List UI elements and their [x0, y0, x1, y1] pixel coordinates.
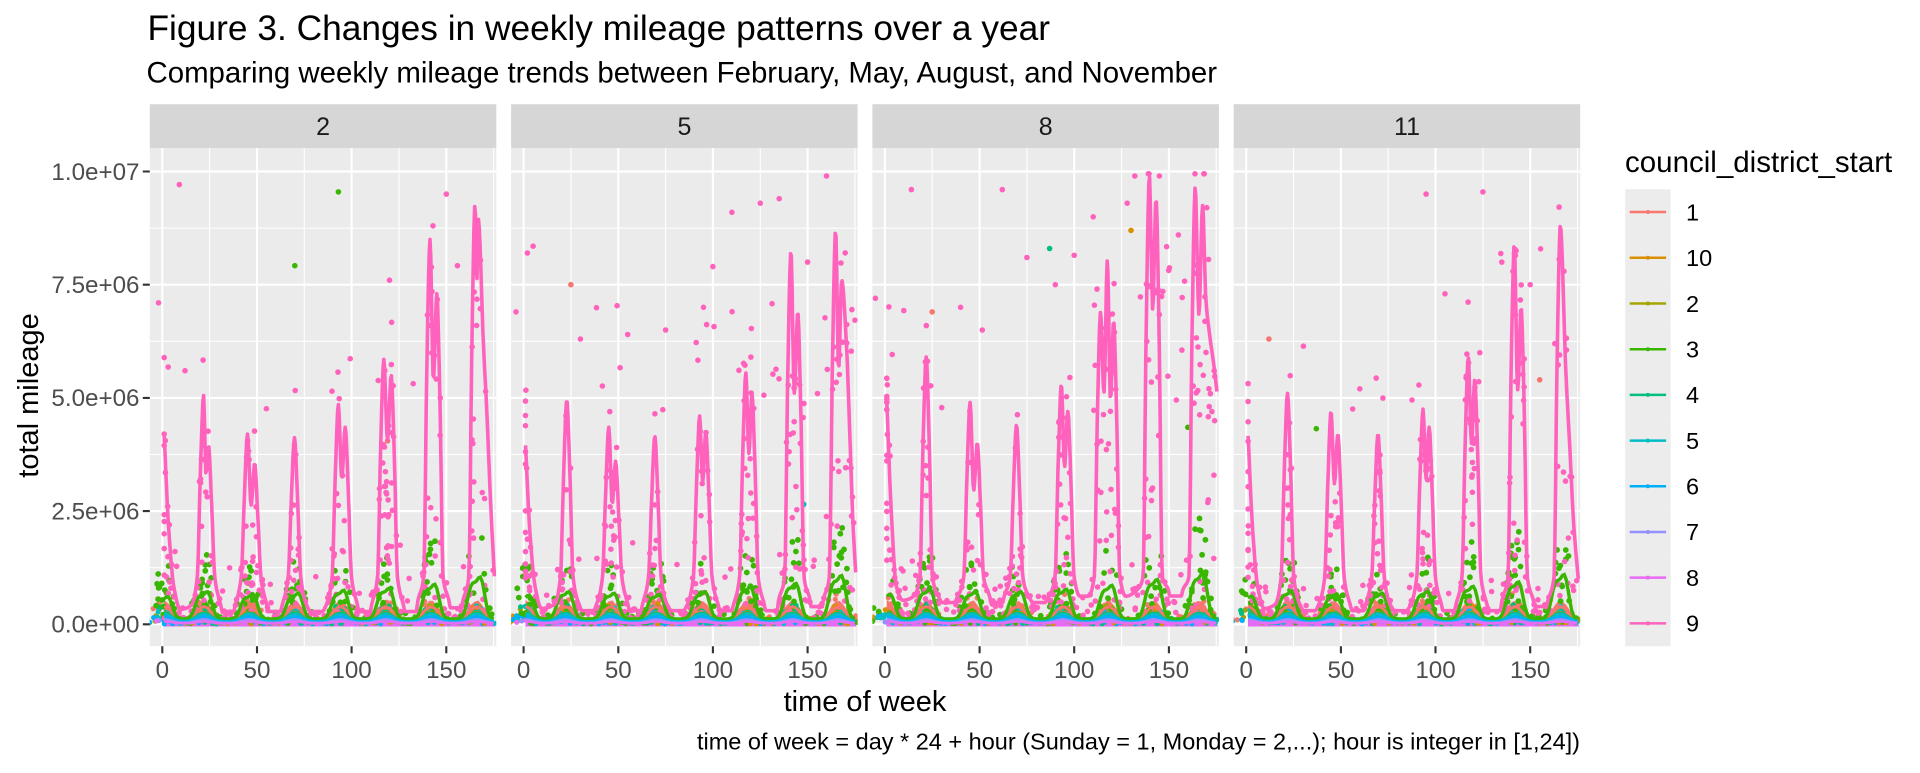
- svg-text:5.0e+06: 5.0e+06: [51, 385, 139, 412]
- svg-text:10: 10: [1686, 245, 1712, 271]
- svg-text:time of week: time of week: [784, 686, 947, 718]
- svg-text:150: 150: [1149, 657, 1189, 684]
- svg-text:0: 0: [517, 657, 530, 684]
- svg-text:50: 50: [1327, 657, 1354, 684]
- svg-text:0.0e+00: 0.0e+00: [51, 612, 139, 639]
- svg-text:0: 0: [878, 657, 891, 684]
- svg-text:3: 3: [1686, 337, 1699, 363]
- svg-text:Comparing weekly mileage trend: Comparing weekly mileage trends between …: [147, 57, 1218, 90]
- svg-text:1.0e+07: 1.0e+07: [51, 159, 139, 186]
- svg-text:9: 9: [1686, 611, 1699, 637]
- svg-text:8: 8: [1039, 113, 1053, 141]
- svg-text:100: 100: [331, 657, 371, 684]
- svg-text:1: 1: [1686, 199, 1699, 225]
- svg-text:7: 7: [1686, 519, 1699, 545]
- svg-text:150: 150: [426, 657, 466, 684]
- svg-text:2: 2: [316, 113, 330, 141]
- svg-text:total mileage: total mileage: [13, 313, 45, 477]
- svg-text:0: 0: [1239, 657, 1252, 684]
- svg-text:50: 50: [244, 657, 271, 684]
- svg-text:4: 4: [1686, 382, 1699, 408]
- svg-text:5: 5: [677, 113, 691, 141]
- svg-text:50: 50: [966, 657, 993, 684]
- svg-text:5: 5: [1686, 428, 1699, 454]
- svg-text:0: 0: [156, 657, 169, 684]
- svg-text:time of week = day * 24 + hour: time of week = day * 24 + hour (Sunday =…: [697, 729, 1580, 755]
- svg-text:2.5e+06: 2.5e+06: [51, 498, 139, 525]
- svg-text:50: 50: [605, 657, 632, 684]
- svg-text:2: 2: [1686, 291, 1699, 317]
- svg-text:7.5e+06: 7.5e+06: [51, 272, 139, 299]
- svg-text:100: 100: [1054, 657, 1094, 684]
- svg-text:council_district_start: council_district_start: [1625, 146, 1892, 179]
- svg-text:100: 100: [693, 657, 733, 684]
- svg-text:150: 150: [1510, 657, 1550, 684]
- svg-text:11: 11: [1394, 113, 1420, 141]
- svg-text:100: 100: [1415, 657, 1455, 684]
- svg-text:Figure 3. Changes in weekly mi: Figure 3. Changes in weekly mileage patt…: [148, 9, 1051, 48]
- svg-text:6: 6: [1686, 474, 1699, 500]
- svg-text:8: 8: [1686, 565, 1699, 591]
- svg-text:150: 150: [787, 657, 827, 684]
